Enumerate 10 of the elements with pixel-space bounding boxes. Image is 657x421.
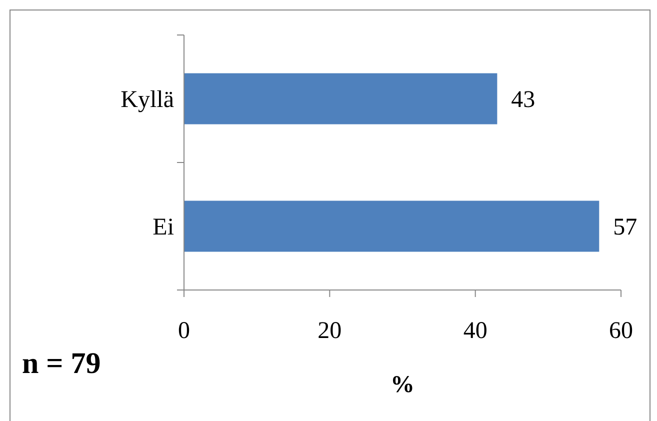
data-label: 43 [511,87,536,114]
x-tick-label: 0 [178,318,190,344]
x-axis-title: % [390,372,414,398]
text: n = 79 [22,347,101,380]
x-tick-label: 20 [318,318,342,344]
y-tick-label: Ei [152,214,174,241]
x-tick-label: 60 [609,318,633,344]
y-tick-label: Kyllä [120,87,174,114]
data-label: 57 [613,214,638,241]
x-tick-label: 40 [463,318,488,344]
